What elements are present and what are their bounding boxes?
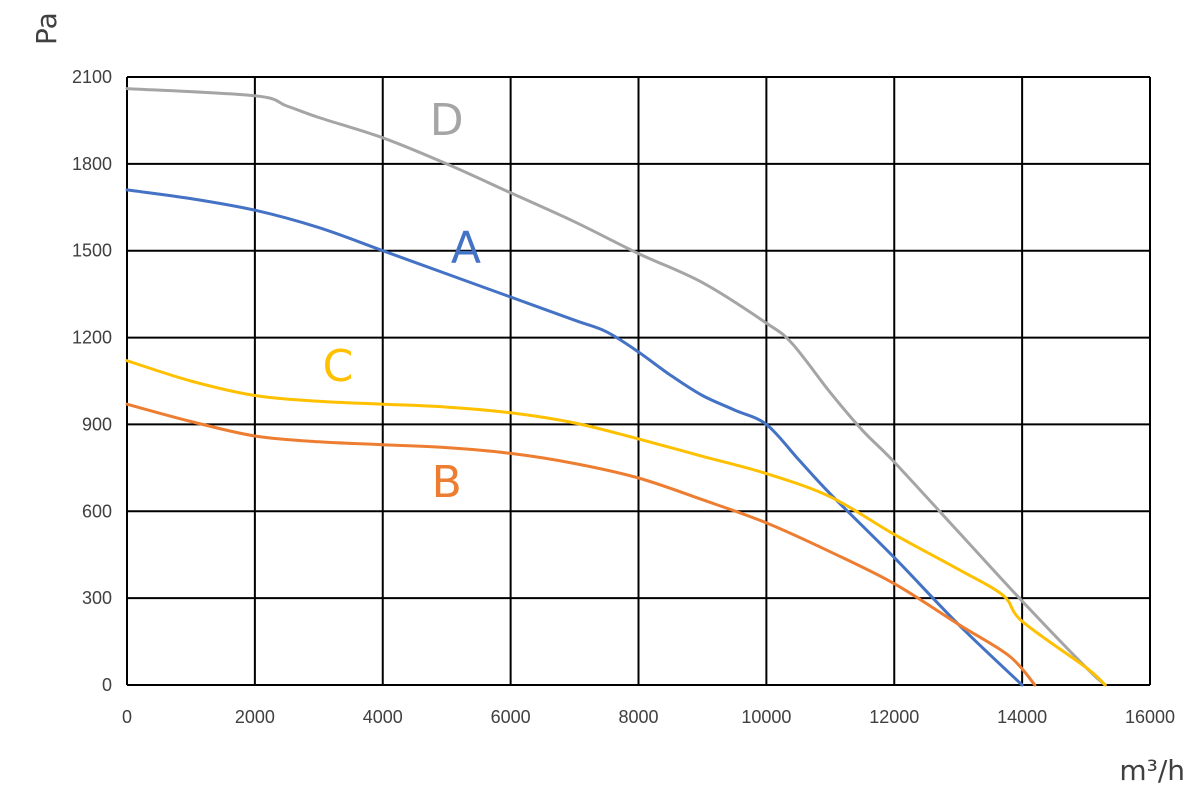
y-axis-unit: Pa bbox=[30, 12, 63, 45]
x-tick-label: 4000 bbox=[363, 707, 403, 727]
series-a-line bbox=[125, 188, 1024, 687]
x-tick-label: 2000 bbox=[235, 707, 275, 727]
chart-grid bbox=[126, 76, 1151, 686]
x-tick-label: 6000 bbox=[491, 707, 531, 727]
series-c-label: C bbox=[323, 341, 354, 392]
x-tick-label: 0 bbox=[122, 707, 132, 727]
y-tick-label: 1200 bbox=[72, 328, 112, 348]
x-tick-label: 12000 bbox=[869, 707, 919, 727]
series-a-label: A bbox=[451, 222, 481, 273]
axis-ticks: 0 2000 4000 6000 8000 10000 12000 14000 16000 0 30… bbox=[72, 67, 1175, 727]
y-tick-label: 900 bbox=[82, 414, 112, 434]
curve-labels: D A C B bbox=[323, 95, 481, 508]
y-tick-label: 300 bbox=[82, 588, 112, 608]
y-tick-label: 1500 bbox=[72, 241, 112, 261]
chart-series bbox=[125, 87, 1107, 687]
y-tick-label: 0 bbox=[102, 675, 112, 695]
y-tick-label: 1800 bbox=[72, 154, 112, 174]
series-d-line bbox=[125, 87, 1107, 687]
x-tick-label: 10000 bbox=[741, 707, 791, 727]
series-c-line bbox=[125, 359, 1107, 687]
x-axis-unit: m³/h bbox=[1119, 754, 1185, 787]
x-tick-label: 8000 bbox=[618, 707, 658, 727]
series-d-label: D bbox=[430, 95, 464, 146]
y-tick-label: 600 bbox=[82, 501, 112, 521]
y-tick-label: 2100 bbox=[72, 67, 112, 87]
x-tick-label: 16000 bbox=[1125, 707, 1175, 727]
series-b-line bbox=[125, 402, 1037, 687]
x-tick-label: 14000 bbox=[997, 707, 1047, 727]
series-b-label: B bbox=[432, 457, 462, 508]
